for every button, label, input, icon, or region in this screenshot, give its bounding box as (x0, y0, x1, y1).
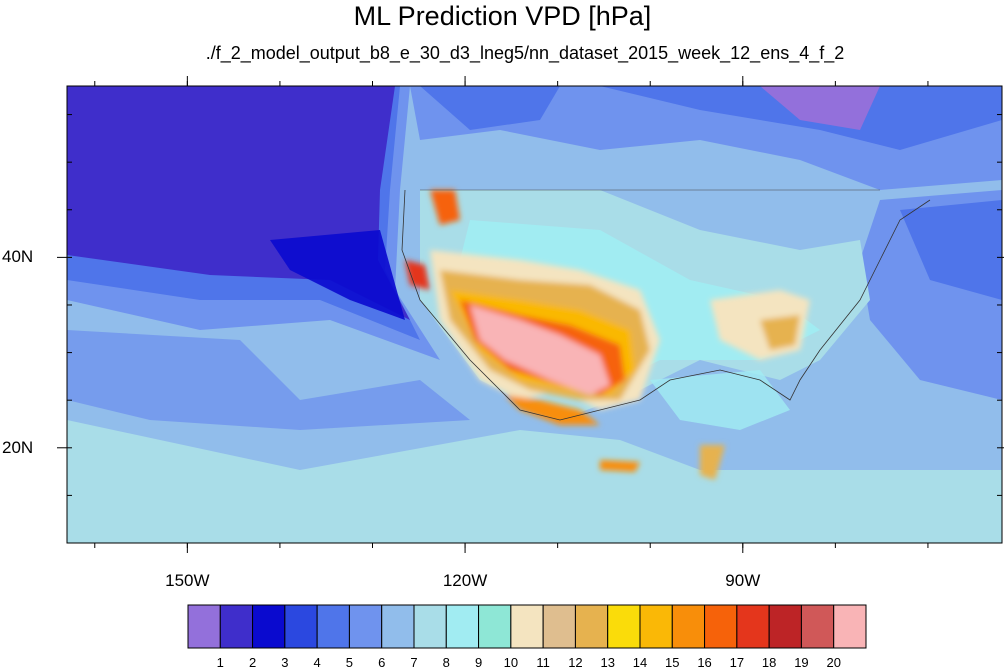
map-subtitle: ./f_2_model_output_b8_e_30_d3_lneg5/nn_d… (205, 43, 845, 63)
colorbar-tick-label: 17 (729, 655, 745, 670)
colorbar-swatch (381, 604, 415, 649)
colorbar-tick-label: 19 (794, 655, 809, 670)
map-border (66, 85, 1003, 544)
colorbar-tick-label: 13 (600, 655, 615, 670)
colorbar-swatch (348, 604, 383, 649)
colorbar-tick-label: 8 (442, 655, 450, 670)
colorbar-swatch (219, 604, 254, 649)
colorbar-tick-label: 6 (378, 655, 386, 670)
colorbar-tick-label: 18 (761, 655, 777, 670)
colorbar-tick-label: 12 (568, 655, 583, 670)
colorbar-swatch (833, 604, 867, 649)
colorbar-tick-label: 11 (536, 655, 550, 670)
vpd-field (67, 86, 1002, 543)
colorbar-swatch (639, 604, 673, 649)
colorbar-tick-label: 5 (345, 655, 354, 670)
colorbar-tick-label: 3 (281, 655, 289, 670)
colorbar-swatch (187, 604, 221, 649)
latitude-tick-label: 20N (2, 437, 34, 457)
colorbar-tick-label: 4 (313, 655, 321, 670)
colorbar-tick-label: 10 (503, 655, 519, 670)
colorbar-swatch (574, 604, 609, 649)
colorbar-tick-label: 2 (248, 655, 257, 670)
colorbar-tick-label: 9 (474, 655, 483, 670)
longitude-tick-label: 150W (165, 571, 210, 590)
colorbar-swatch (542, 604, 576, 649)
map-title: ML Prediction VPD [hPa] (353, 1, 652, 31)
longitude-tick-label: 120W (442, 571, 488, 590)
colorbar-swatch (252, 604, 286, 649)
colorbar-tick-label: 20 (826, 655, 841, 670)
colorbar-swatch (284, 604, 318, 649)
colorbar-swatch (413, 604, 447, 649)
colorbar-tick-label: 1 (216, 655, 224, 670)
colorbar-swatch (704, 604, 738, 649)
colorbar-swatch (671, 604, 706, 649)
colorbar-swatch (768, 604, 802, 649)
colorbar-swatch (607, 604, 641, 649)
colorbar-swatch (800, 604, 835, 649)
longitude-tick-label: 90W (725, 571, 761, 590)
colorbar-swatch (510, 604, 544, 649)
map-ticks (57, 76, 1004, 553)
colorbar-swatch (316, 604, 350, 649)
colorbar-swatch (445, 604, 480, 649)
colorbar-swatch (478, 604, 512, 649)
colorbar-swatch (736, 604, 770, 649)
colorbar-tick-label: 16 (697, 655, 712, 670)
colorbar-tick-label: 14 (632, 655, 648, 670)
colorbar-tick-label: 15 (665, 655, 680, 670)
latitude-tick-label: 40N (2, 247, 34, 267)
colorbar-tick-label: 7 (410, 655, 418, 670)
